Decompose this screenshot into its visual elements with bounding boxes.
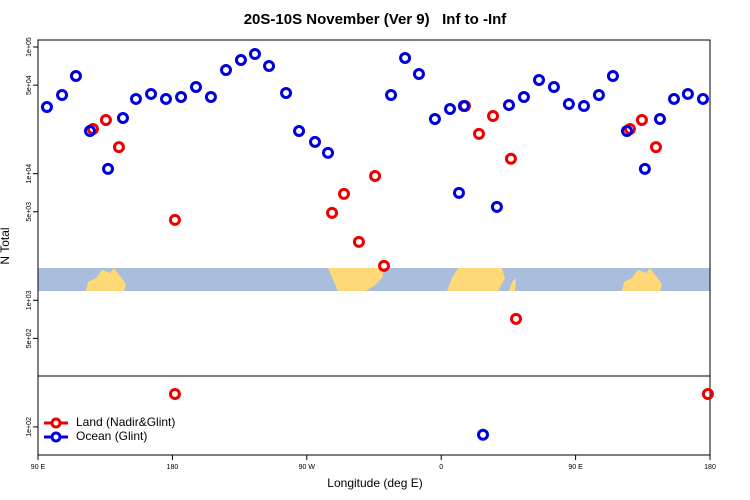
- point: [649, 141, 662, 154]
- y-tick-label: 5e+04: [26, 75, 33, 95]
- point: [220, 64, 233, 77]
- point: [638, 162, 651, 175]
- x-tick-label: 90 E: [568, 464, 583, 471]
- point: [517, 90, 530, 103]
- point: [592, 88, 605, 101]
- point: [234, 54, 247, 67]
- point: [606, 70, 619, 83]
- x-tick-label: 180: [167, 464, 179, 471]
- point: [487, 110, 500, 123]
- legend-marker: [50, 417, 62, 429]
- point: [116, 112, 129, 125]
- point: [378, 259, 391, 272]
- y-tick-label: 5e+03: [26, 202, 33, 222]
- land-madagascar: [509, 278, 516, 291]
- point: [309, 135, 322, 148]
- x-tick-label: 0: [439, 464, 443, 471]
- point: [533, 73, 546, 86]
- point: [369, 169, 382, 182]
- point: [168, 213, 181, 226]
- point: [668, 92, 681, 105]
- point: [56, 88, 69, 101]
- y-axis-label: N Total: [0, 227, 12, 264]
- map-strip: [38, 268, 710, 291]
- point: [248, 47, 261, 60]
- point: [129, 92, 142, 105]
- land-australia: [622, 268, 662, 291]
- point: [472, 127, 485, 140]
- point: [385, 88, 398, 101]
- point: [412, 68, 425, 81]
- y-tick-label: 5e+02: [26, 328, 33, 348]
- point: [204, 90, 217, 103]
- x-tick-label: 90 W: [299, 464, 316, 471]
- point: [102, 162, 115, 175]
- y-tick-label: 1e+04: [26, 164, 33, 184]
- point: [399, 51, 412, 64]
- point: [40, 100, 53, 113]
- point: [337, 187, 350, 200]
- legend-label: Ocean (Glint): [76, 429, 147, 443]
- point: [635, 114, 648, 127]
- land-south-america: [328, 268, 384, 291]
- x-tick-label: 180: [704, 464, 716, 471]
- point: [83, 125, 96, 138]
- point: [502, 99, 515, 112]
- point: [145, 87, 158, 100]
- legend-label: Land (Nadir&Glint): [76, 415, 175, 429]
- point: [69, 70, 82, 83]
- y-tick-label: 1e+03: [26, 290, 33, 310]
- point: [159, 92, 172, 105]
- x-tick-label: 90 E: [31, 464, 46, 471]
- y-tick-label: 1e+02: [26, 417, 33, 437]
- x-axis-label: Longitude (deg E): [327, 476, 422, 490]
- point: [189, 81, 202, 94]
- point: [168, 387, 181, 400]
- point: [490, 200, 503, 213]
- point: [175, 90, 188, 103]
- point: [696, 92, 709, 105]
- y-tick-label: 1e+05: [26, 37, 33, 57]
- point: [504, 152, 517, 165]
- point: [510, 312, 523, 325]
- chart-title: 20S-10S November (Ver 9) Inf to -Inf: [244, 11, 508, 28]
- point: [701, 387, 714, 400]
- point: [326, 206, 339, 219]
- point: [293, 125, 306, 138]
- point: [322, 146, 335, 159]
- point: [681, 87, 694, 100]
- point: [263, 60, 276, 73]
- point: [112, 141, 125, 154]
- point: [280, 87, 293, 100]
- point: [653, 113, 666, 126]
- point: [547, 81, 560, 94]
- point: [457, 100, 470, 113]
- point: [577, 100, 590, 113]
- plot-frame: [37, 39, 711, 456]
- land-africa: [447, 268, 505, 291]
- point: [428, 113, 441, 126]
- legend-marker: [50, 431, 62, 443]
- point: [99, 114, 112, 127]
- point: [477, 428, 490, 441]
- point: [562, 97, 575, 110]
- point: [352, 235, 365, 248]
- point: [620, 125, 633, 138]
- land-australia: [86, 268, 126, 291]
- point: [444, 102, 457, 115]
- point: [452, 186, 465, 199]
